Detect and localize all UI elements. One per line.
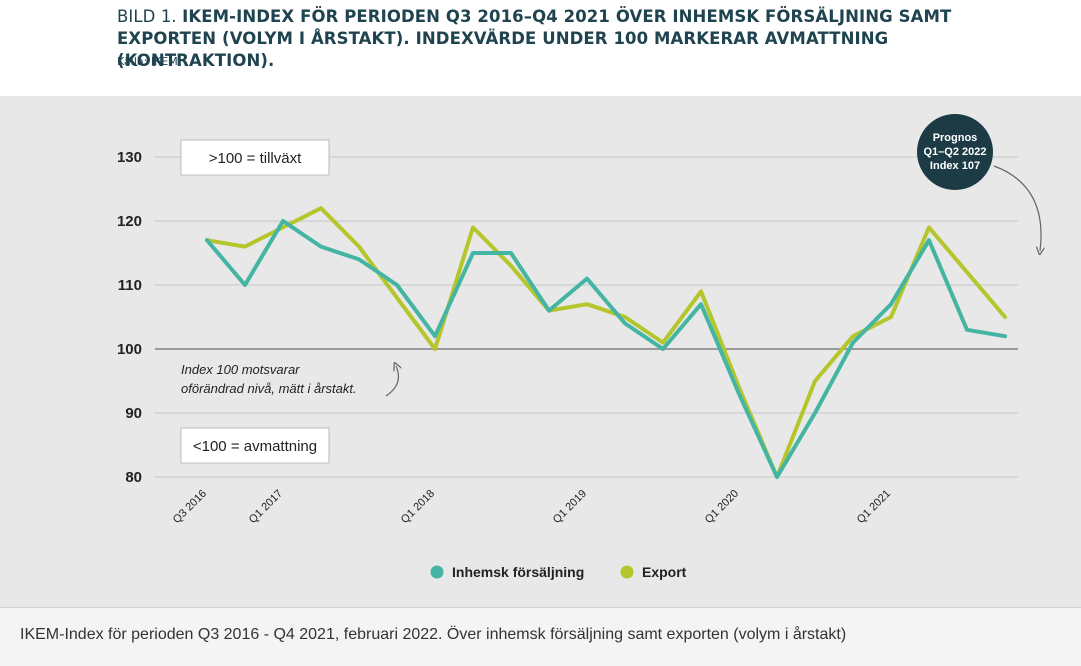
caption-text: IKEM-Index för perioden Q3 2016 - Q4 202… [20, 626, 847, 643]
title-prefix: BILD 1. [117, 7, 183, 26]
x-tick-label: Q1 2020 [703, 488, 741, 526]
x-tick-label: Q3 2016 [171, 488, 209, 526]
y-tick-label: 120 [117, 213, 142, 230]
x-tick-label: Q1 2018 [399, 488, 437, 526]
slowdown-box [180, 427, 330, 464]
y-tick-label: 90 [125, 405, 142, 422]
source-label: Källa: IKEM [117, 55, 178, 68]
slowdown-annotation: <100 = avmattning [180, 427, 330, 464]
index-note: Index 100 motsvarar oförändrad nivå, mät… [181, 362, 398, 397]
growth-annotation: >100 = tillväxt [180, 139, 330, 176]
slowdown-box-label: <100 = avmattning [193, 438, 317, 455]
legend-marker-export [620, 565, 634, 579]
y-tick-label: 100 [117, 341, 142, 358]
index-note-line1: Index 100 motsvarar [181, 362, 300, 377]
figure-caption: IKEM-Index för perioden Q3 2016 - Q4 202… [0, 607, 1081, 666]
forecast-line3: Index 107 [930, 160, 980, 172]
x-tick-label: Q1 2019 [551, 488, 589, 526]
y-tick-label: 110 [118, 277, 142, 294]
index-note-line2: oförändrad nivå, mätt i årstakt. [181, 381, 357, 396]
growth-box-label: >100 = tillväxt [209, 150, 302, 167]
forecast-badge: Prognos Q1–Q2 2022 Index 107 [917, 114, 1041, 251]
x-tick-label: Q1 2021 [855, 488, 893, 526]
growth-box [180, 139, 330, 176]
title-main: IKEM-INDEX FÖR PERIODEN Q3 2016–Q4 2021 … [117, 7, 952, 70]
legend-label-export: Export [642, 564, 687, 580]
legend-marker-inhemsk [430, 565, 444, 579]
forecast-circle [917, 114, 993, 190]
forecast-line2: Q1–Q2 2022 [924, 146, 987, 158]
plot-area: 80 90 100 110 120 130 Q3 2016 Q1 2017 Q1 2018 Q1 … [0, 96, 1081, 607]
chart-header: BILD 1. IKEM-INDEX FÖR PERIODEN Q3 2016–… [0, 0, 1081, 96]
index-note-arrow [385, 366, 398, 397]
y-tick-label: 80 [125, 469, 142, 486]
line-chart: 80 90 100 110 120 130 Q3 2016 Q1 2017 Q1 2018 Q1 … [117, 114, 1081, 580]
export-series-line [205, 206, 1007, 479]
chart-title: BILD 1. IKEM-INDEX FÖR PERIODEN Q3 2016–… [117, 6, 1017, 72]
y-tick-label: 130 [117, 149, 142, 166]
forecast-arrow [993, 165, 1041, 251]
x-tick-label: Q1 2017 [247, 488, 285, 526]
legend: Inhemsk försäljning Export [430, 564, 687, 580]
inhemsk-series-line [205, 219, 1007, 479]
legend-label-inhemsk: Inhemsk försäljning [452, 564, 584, 580]
forecast-line1: Prognos [933, 132, 978, 144]
